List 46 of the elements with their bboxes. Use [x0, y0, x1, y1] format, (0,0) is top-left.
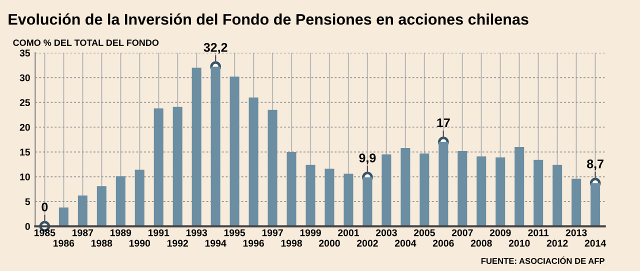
x-tick-label: 1992 [167, 240, 188, 247]
x-tick-label: 2005 [414, 229, 435, 236]
y-tick-label: 5 [25, 198, 30, 206]
y-tick-label: 0 [25, 223, 30, 230]
x-tick-label: 1986 [53, 240, 74, 247]
chart-title: Evolución de la Inversión del Fondo de Pensiones en acciones chilenas [8, 13, 528, 25]
x-tick-label: 1996 [243, 240, 264, 247]
x-tick-label: 2008 [470, 240, 492, 247]
y-tick-label: 30 [20, 74, 30, 82]
y-tick-label: 35 [20, 50, 30, 56]
x-tick-label: 1990 [129, 240, 150, 247]
data-label: 9,9 [359, 154, 376, 164]
data-label: 0 [42, 202, 48, 212]
source-note: FUENTE: ASOCIACIÓN DE AFP [481, 256, 605, 264]
x-tick-label: 2013 [566, 229, 587, 236]
x-tick-label: 2003 [376, 229, 397, 236]
x-tick-label: 2007 [452, 229, 473, 236]
x-tick-label: 2011 [528, 229, 549, 236]
x-tick-label: 1995 [224, 229, 246, 236]
x-tick-label: 1991 [148, 229, 170, 236]
y-tick-label: 20 [20, 124, 30, 131]
data-label: 17 [437, 118, 450, 128]
x-tick-label: 2001 [338, 229, 360, 236]
chart-subtitle: COMO % DEL TOTAL DEL FONDO [13, 40, 159, 46]
x-tick-label: 1997 [262, 229, 283, 236]
x-tick-label: 2000 [319, 240, 340, 247]
x-tick-label: 2014 [584, 240, 606, 247]
x-tick-label: 2002 [356, 240, 378, 247]
x-tick-label: 2004 [394, 240, 416, 247]
x-tick-label: 1994 [205, 240, 226, 247]
x-tick-label: 1999 [300, 229, 321, 236]
data-label: 32,2 [204, 43, 228, 54]
x-tick-label: 2006 [432, 240, 454, 247]
y-tick-label: 25 [20, 99, 30, 106]
y-tick-label: 15 [20, 148, 30, 156]
x-tick-label: 1985 [34, 229, 56, 236]
y-tick-label: 10 [20, 173, 30, 180]
x-tick-label: 1993 [186, 229, 208, 236]
x-tick-label: 1988 [91, 240, 112, 247]
x-tick-label: 1987 [72, 229, 94, 236]
x-tick-label: 1998 [281, 240, 302, 247]
x-tick-label: 2009 [490, 229, 511, 236]
x-tick-label: 2010 [508, 240, 530, 247]
x-tick-label: 1989 [110, 229, 132, 236]
x-tick-label: 2012 [546, 240, 568, 247]
data-label: 8,7 [587, 159, 604, 170]
